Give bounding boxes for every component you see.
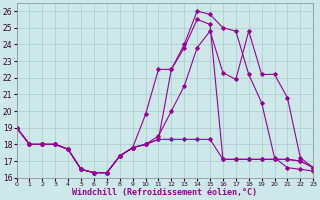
X-axis label: Windchill (Refroidissement éolien,°C): Windchill (Refroidissement éolien,°C): [72, 188, 257, 197]
